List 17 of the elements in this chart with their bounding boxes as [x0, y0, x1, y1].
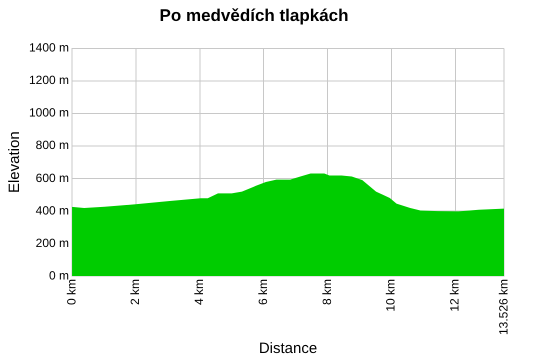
y-tick-label: 1200 m: [28, 73, 70, 88]
x-tick-label: 6 km: [256, 278, 270, 305]
y-tick-label: 1400 m: [28, 40, 70, 55]
x-tick-label: 13.526 km: [496, 278, 510, 336]
y-tick-label: 200 m: [36, 236, 70, 250]
chart-title: Po medvědích tlapkách: [160, 6, 348, 25]
x-tick-label: 12 km: [448, 278, 462, 312]
x-tick-label: 10 km: [384, 278, 398, 312]
x-tick-label: 2 km: [128, 278, 142, 305]
y-axis-title: Elevation: [6, 131, 24, 194]
y-tick-label: 400 m: [36, 203, 70, 218]
y-tick-label: 1000 m: [28, 106, 70, 120]
x-tick-label: 4 km: [192, 278, 206, 305]
y-tick-label: 600 m: [36, 170, 70, 185]
x-tick-label: 8 km: [320, 278, 334, 305]
x-axis-title: Distance: [258, 340, 318, 358]
y-tick-label: 800 m: [36, 138, 70, 152]
